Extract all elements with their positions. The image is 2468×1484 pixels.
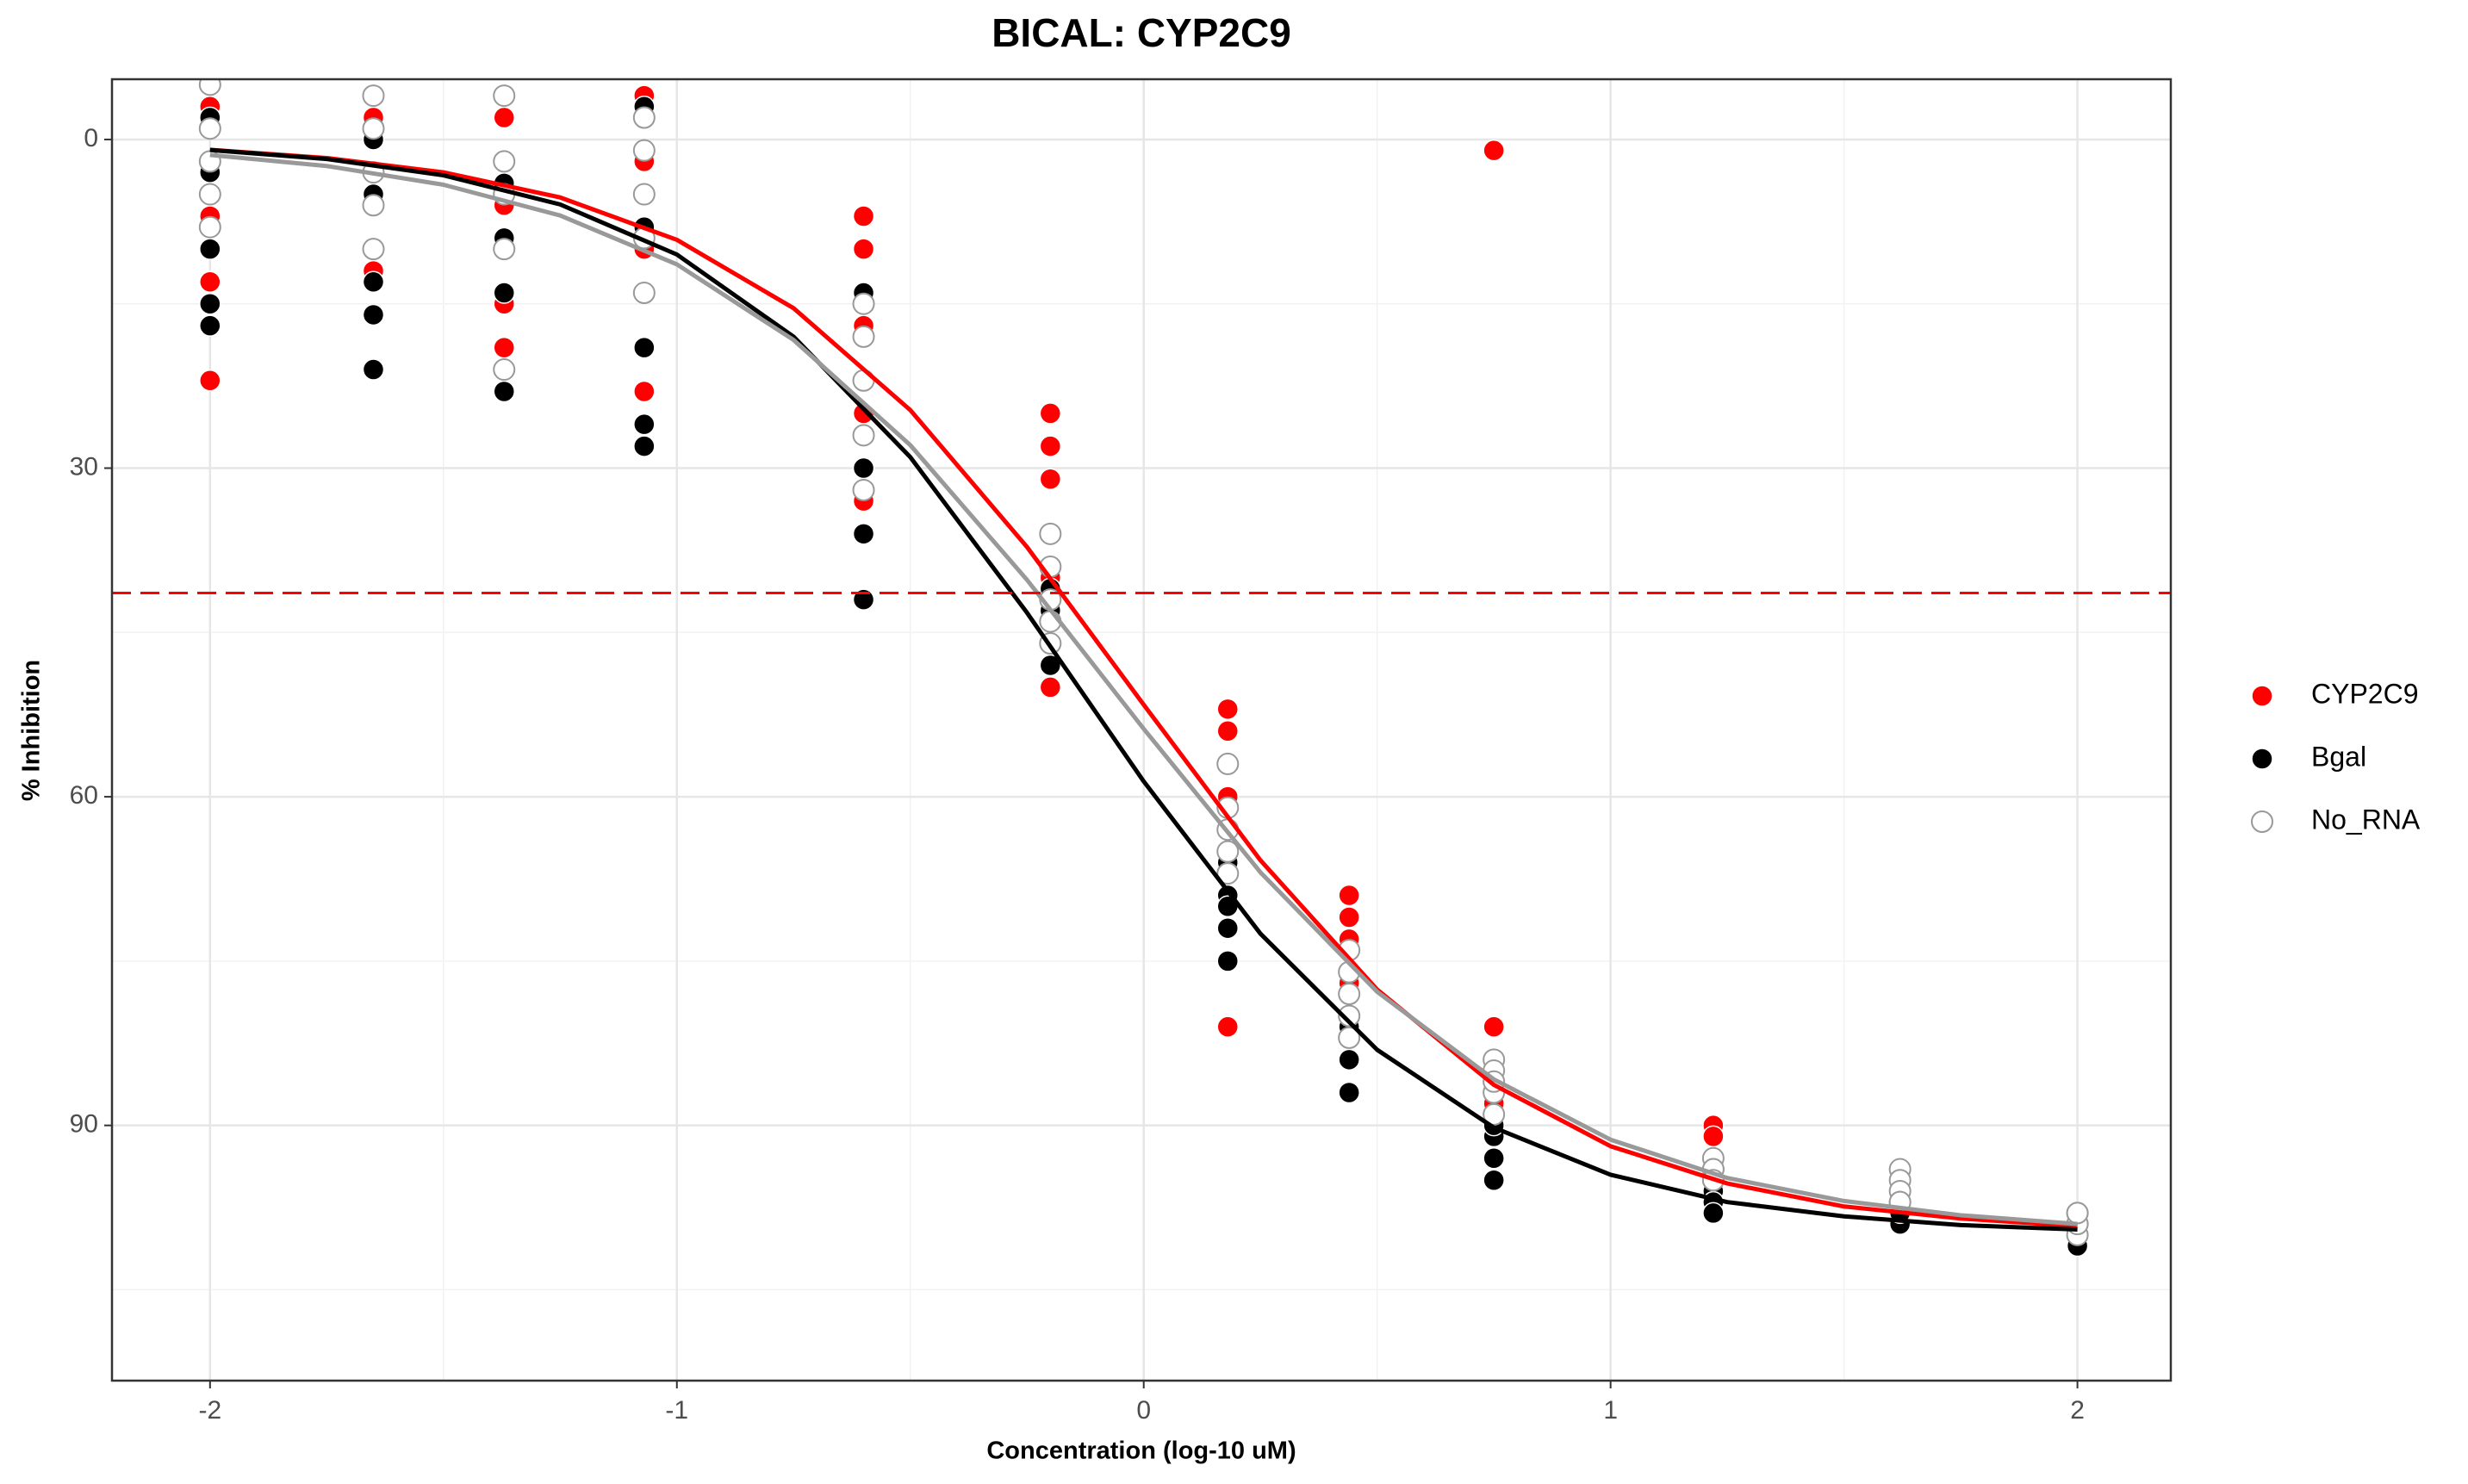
data-point bbox=[198, 79, 221, 96]
data-point bbox=[1483, 1147, 1505, 1170]
data-point bbox=[1702, 1201, 1725, 1225]
data-point bbox=[633, 336, 656, 359]
data-point bbox=[493, 84, 516, 108]
data-point bbox=[1039, 522, 1062, 545]
data-point bbox=[852, 325, 875, 348]
data-point bbox=[1216, 1015, 1240, 1038]
data-point bbox=[632, 106, 656, 129]
fit-curve bbox=[209, 147, 2078, 1232]
data-point bbox=[1039, 435, 1062, 457]
data-point bbox=[1216, 862, 1240, 885]
data-point bbox=[362, 84, 385, 108]
x-axis-title: Concentration (log-10 uM) bbox=[986, 1437, 1296, 1465]
data-point bbox=[198, 215, 221, 239]
data-point bbox=[1216, 840, 1240, 863]
data-point bbox=[1338, 906, 1360, 928]
y-tick-label: 90 bbox=[70, 1110, 98, 1139]
data-point bbox=[362, 117, 385, 140]
data-point bbox=[1039, 468, 1062, 490]
x-tick-label: 0 bbox=[1136, 1396, 1151, 1425]
plot-area bbox=[198, 79, 2089, 1257]
data-point bbox=[1216, 698, 1240, 721]
data-point bbox=[362, 270, 385, 294]
data-point bbox=[493, 150, 516, 173]
legend-marker bbox=[2251, 748, 2273, 770]
data-point bbox=[198, 117, 221, 140]
data-point bbox=[199, 238, 221, 260]
data-point bbox=[362, 358, 385, 381]
data-point bbox=[632, 183, 656, 206]
data-point bbox=[1216, 950, 1240, 972]
legend-marker bbox=[2251, 810, 2273, 833]
data-point bbox=[852, 456, 875, 480]
data-point bbox=[1338, 1026, 1361, 1049]
data-point bbox=[493, 358, 516, 382]
data-point bbox=[362, 238, 385, 261]
data-point bbox=[362, 303, 385, 326]
data-point bbox=[633, 413, 656, 436]
y-axis-title: % Inhibition bbox=[18, 660, 46, 801]
data-point bbox=[852, 523, 875, 545]
chart-title: BICAL: CYP2C9 bbox=[992, 10, 1291, 55]
data-point bbox=[852, 424, 875, 447]
data-point bbox=[632, 282, 656, 305]
data-point bbox=[1216, 720, 1240, 742]
data-point bbox=[199, 270, 221, 294]
plot-border bbox=[110, 78, 2173, 1382]
legend-marker bbox=[2251, 685, 2273, 707]
x-tick-label: 2 bbox=[2070, 1396, 2085, 1425]
data-point bbox=[199, 369, 221, 392]
data-point bbox=[1338, 1048, 1360, 1071]
data-point bbox=[1338, 983, 1361, 1006]
data-point bbox=[1483, 1015, 1505, 1038]
data-point bbox=[1338, 1004, 1361, 1028]
data-point bbox=[1702, 1125, 1725, 1148]
data-point bbox=[493, 282, 515, 304]
data-point bbox=[1039, 676, 1062, 699]
data-point bbox=[2066, 1201, 2089, 1225]
legend-label: Bgal bbox=[2311, 741, 2366, 772]
data-point bbox=[493, 380, 515, 403]
y-tick-label: 60 bbox=[70, 781, 98, 810]
data-point bbox=[852, 238, 875, 260]
legend-label: No_RNA bbox=[2311, 804, 2421, 835]
x-tick-label: -1 bbox=[665, 1396, 688, 1425]
data-point bbox=[1338, 1081, 1360, 1104]
data-point bbox=[362, 194, 385, 217]
data-point bbox=[1483, 1169, 1505, 1191]
data-point bbox=[633, 435, 656, 457]
data-point bbox=[1216, 752, 1240, 775]
data-point bbox=[198, 183, 221, 206]
data-point bbox=[633, 380, 656, 403]
data-point bbox=[493, 106, 515, 129]
x-tick-label: 1 bbox=[1603, 1396, 1618, 1425]
data-point bbox=[1039, 654, 1062, 677]
data-point bbox=[1338, 884, 1360, 907]
data-point bbox=[1039, 402, 1062, 425]
y-tick-label: 0 bbox=[84, 124, 98, 152]
data-point bbox=[1483, 1102, 1506, 1126]
data-point bbox=[852, 588, 875, 611]
data-point bbox=[199, 314, 221, 337]
y-tick-label: 30 bbox=[70, 452, 98, 481]
data-point bbox=[493, 238, 516, 261]
data-point bbox=[1483, 139, 1505, 162]
data-point bbox=[493, 336, 515, 359]
data-point bbox=[852, 292, 875, 315]
data-point bbox=[852, 478, 875, 501]
fit-curve bbox=[209, 147, 2078, 1229]
data-point bbox=[632, 139, 656, 162]
data-point bbox=[199, 292, 221, 315]
fit-curve bbox=[209, 152, 2078, 1226]
data-point bbox=[1216, 916, 1240, 940]
data-point bbox=[852, 205, 875, 227]
legend-label: CYP2C9 bbox=[2311, 678, 2419, 709]
x-tick-label: -2 bbox=[198, 1396, 221, 1425]
